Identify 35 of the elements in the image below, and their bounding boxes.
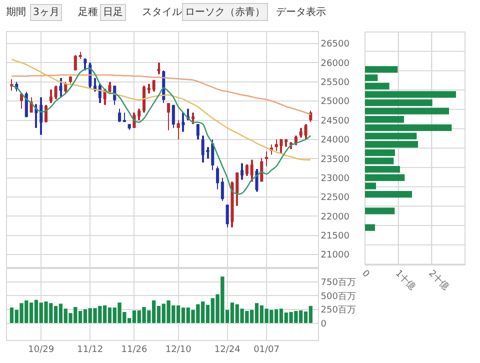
y-tick-label: 24500 <box>320 116 350 126</box>
text: 日足 <box>103 7 123 18</box>
x-tick-label: 01/07 <box>254 344 280 355</box>
x-tick-label: 11/26 <box>121 344 148 355</box>
line-series <box>11 58 312 160</box>
y-tick-label: 22000 <box>320 212 350 222</box>
y-tick-label: 0 <box>320 320 327 330</box>
text: スタイル <box>142 7 182 18</box>
x-tick-label: 0 <box>360 268 372 280</box>
y-tick-label: 21500 <box>320 232 350 242</box>
y-tick-label: 21000 <box>320 250 350 261</box>
x-tick-label: 12/10 <box>165 344 192 355</box>
x-tick-label: 12/24 <box>214 344 241 355</box>
y-tick-label: 26000 <box>320 58 350 69</box>
y-tick-label: 23000 <box>320 174 350 184</box>
y-tick-label: 750百万 <box>320 278 356 288</box>
x-tick-label: 10/29 <box>28 344 54 355</box>
x-tick-label: 1十億 <box>393 268 418 293</box>
text: 3ヶ月 <box>33 7 60 18</box>
text: 期間 <box>6 6 26 18</box>
x-tick-label: 2十億 <box>426 268 451 293</box>
y-tick-label: 26500 <box>320 40 350 50</box>
y-tick-label: 24000 <box>320 136 350 146</box>
x-tick-label: 11/12 <box>77 344 104 355</box>
y-tick-label: 25500 <box>320 78 350 88</box>
line-series <box>11 68 312 195</box>
y-tick-label: 22500 <box>320 193 350 204</box>
line-series <box>11 74 312 116</box>
text: データ表示 <box>276 6 326 18</box>
y-tick-label: 500百万 <box>320 292 356 302</box>
text: ローソク（赤青） <box>185 6 265 18</box>
y-tick-label: 23500 <box>320 154 350 165</box>
text: 足種 <box>78 7 98 18</box>
y-tick-label: 250百万 <box>320 306 356 316</box>
y-tick-label: 25000 <box>320 97 350 108</box>
